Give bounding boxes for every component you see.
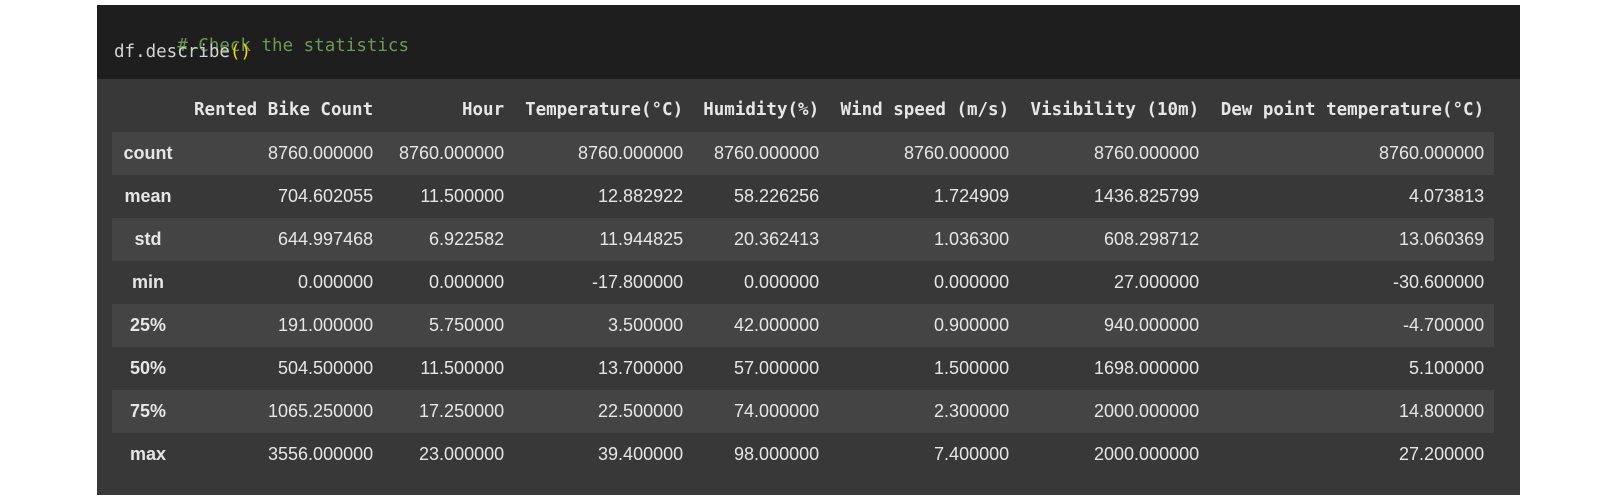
table-cell: 8760.000000 (1379, 143, 1485, 163)
row-label: mean (124, 186, 172, 206)
table-cell: 1436.825799 (1094, 186, 1200, 206)
table-cell: 39.400000 (598, 444, 684, 464)
table-cell: -4.700000 (1403, 315, 1485, 335)
table-row: max 3556.000000 23.000000 39.400000 98.0… (112, 433, 1495, 476)
table-row: mean 704.602055 11.500000 12.882922 58.2… (112, 175, 1495, 218)
table-cell: 27.000000 (1114, 272, 1200, 292)
row-label: count (123, 143, 173, 163)
table-cell: 191.000000 (278, 315, 374, 335)
table-cell: 74.000000 (734, 401, 820, 421)
table-cell: 608.298712 (1104, 229, 1200, 249)
column-header: Hour (461, 100, 505, 120)
row-label: 50% (129, 358, 167, 378)
index-header (112, 88, 184, 132)
table-cell: 13.700000 (598, 358, 684, 378)
row-label: 25% (129, 315, 167, 335)
table-row: 25% 191.000000 5.750000 3.500000 42.0000… (112, 304, 1495, 347)
table-cell: 11.500000 (420, 186, 505, 206)
table-cell: 8760.000000 (904, 143, 1010, 163)
table-cell: 3.500000 (608, 315, 684, 335)
row-label: std (134, 229, 162, 249)
table-cell: 3556.000000 (268, 444, 374, 464)
table-cell: -17.800000 (592, 272, 684, 292)
code-comment: # Check the statistics (177, 36, 410, 56)
code-line-call: df.describe() (114, 42, 251, 62)
column-header: Temperature(°C) (525, 100, 684, 120)
table-cell: 14.800000 (1399, 401, 1485, 421)
code-editor[interactable]: # Check the statistics df.describe() (97, 5, 1520, 79)
table-cell: 940.000000 (1104, 315, 1200, 335)
code-call-parens: () (229, 42, 251, 62)
table-cell: 6.922582 (429, 229, 505, 249)
table-cell: 5.100000 (1409, 358, 1485, 378)
table-cell: 5.750000 (429, 315, 505, 335)
table-cell: 22.500000 (598, 401, 684, 421)
row-label: 75% (129, 401, 167, 421)
table-cell: 11.500000 (420, 358, 505, 378)
table-cell: 8760.000000 (268, 143, 374, 163)
table-cell: 0.900000 (934, 315, 1010, 335)
column-header: Dew point temperature(°C) (1220, 100, 1485, 120)
code-line-comment: # Check the statistics (114, 16, 409, 76)
table-cell: 2.300000 (934, 401, 1010, 421)
notebook-cell: # Check the statistics df.describe() Ren… (97, 5, 1520, 495)
table-cell: 20.362413 (734, 229, 820, 249)
column-header: Rented Bike Count (194, 100, 374, 120)
table-cell: 2000.000000 (1094, 401, 1200, 421)
table-row: min 0.000000 0.000000 -17.800000 0.00000… (112, 261, 1495, 304)
table-cell: 1.036300 (934, 229, 1010, 249)
column-header: Visibility (10m) (1030, 100, 1200, 120)
table-cell: 1.500000 (934, 358, 1010, 378)
table-cell: 8760.000000 (714, 143, 820, 163)
table-cell: 7.400000 (934, 444, 1010, 464)
table-row: count 8760.000000 8760.000000 8760.00000… (112, 132, 1495, 175)
table-cell: -30.600000 (1393, 272, 1485, 292)
table-cell: 1065.250000 (268, 401, 374, 421)
table-row: 50% 504.500000 11.500000 13.700000 57.00… (112, 347, 1495, 390)
row-label: min (131, 272, 164, 292)
table-cell: 11.944825 (599, 229, 684, 249)
table-cell: 98.000000 (734, 444, 820, 464)
table-cell: 0.000000 (934, 272, 1010, 292)
table-cell: 2000.000000 (1094, 444, 1200, 464)
table-cell: 12.882922 (598, 186, 684, 206)
table-cell: 4.073813 (1409, 186, 1485, 206)
describe-table: Rented Bike Count Hour Temperature(°C) H… (112, 88, 1495, 476)
table-cell: 8760.000000 (578, 143, 684, 163)
table-row: std 644.997468 6.922582 11.944825 20.362… (112, 218, 1495, 261)
table-cell: 8760.000000 (1094, 143, 1200, 163)
table-cell: 704.602055 (278, 186, 374, 206)
code-call-name: df.describe (114, 42, 230, 62)
table-cell: 1.724909 (934, 186, 1010, 206)
column-header: Wind speed (m/s) (840, 100, 1010, 120)
table-cell: 42.000000 (734, 315, 820, 335)
table-cell: 504.500000 (278, 358, 374, 378)
table-cell: 17.250000 (419, 401, 505, 421)
row-label: max (129, 444, 167, 464)
table-cell: 0.000000 (298, 272, 374, 292)
table-cell: 27.200000 (1399, 444, 1485, 464)
table-cell: 1698.000000 (1094, 358, 1200, 378)
table-cell: 13.060369 (1399, 229, 1485, 249)
column-header: Humidity(%) (703, 100, 820, 120)
table-cell: 58.226256 (734, 186, 820, 206)
table-cell: 0.000000 (429, 272, 505, 292)
table-cell: 0.000000 (744, 272, 820, 292)
cell-output: Rented Bike Count Hour Temperature(°C) H… (97, 79, 1520, 495)
table-cell: 644.997468 (278, 229, 374, 249)
table-header-row: Rented Bike Count Hour Temperature(°C) H… (112, 88, 1494, 132)
table-cell: 8760.000000 (399, 143, 505, 163)
table-cell: 23.000000 (419, 444, 505, 464)
table-cell: 57.000000 (734, 358, 820, 378)
table-row: 75% 1065.250000 17.250000 22.500000 74.0… (112, 390, 1495, 433)
